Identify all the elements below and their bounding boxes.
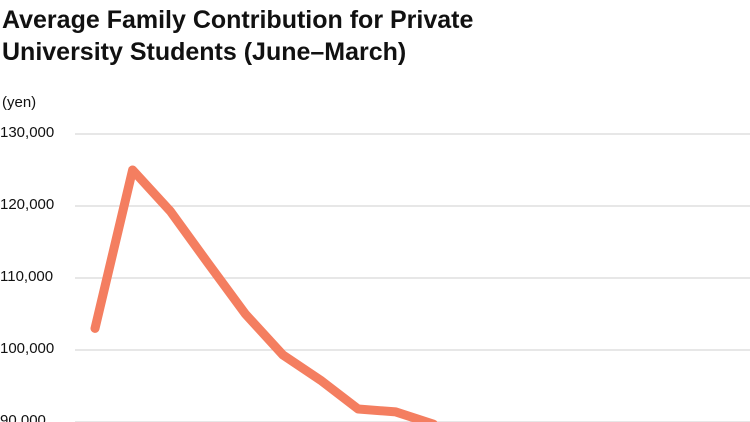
y-tick-label: 100,000 [0, 340, 54, 357]
y-axis-label: (yen) [2, 94, 36, 111]
y-tick-label: 130,000 [0, 124, 54, 141]
y-tick-label: 90,000 [0, 412, 46, 422]
chart-title: Average Family Contribution for Private … [2, 6, 474, 66]
y-tick-label: 110,000 [0, 268, 53, 285]
data-line [90, 165, 438, 422]
y-tick-label: 120,000 [0, 196, 54, 213]
